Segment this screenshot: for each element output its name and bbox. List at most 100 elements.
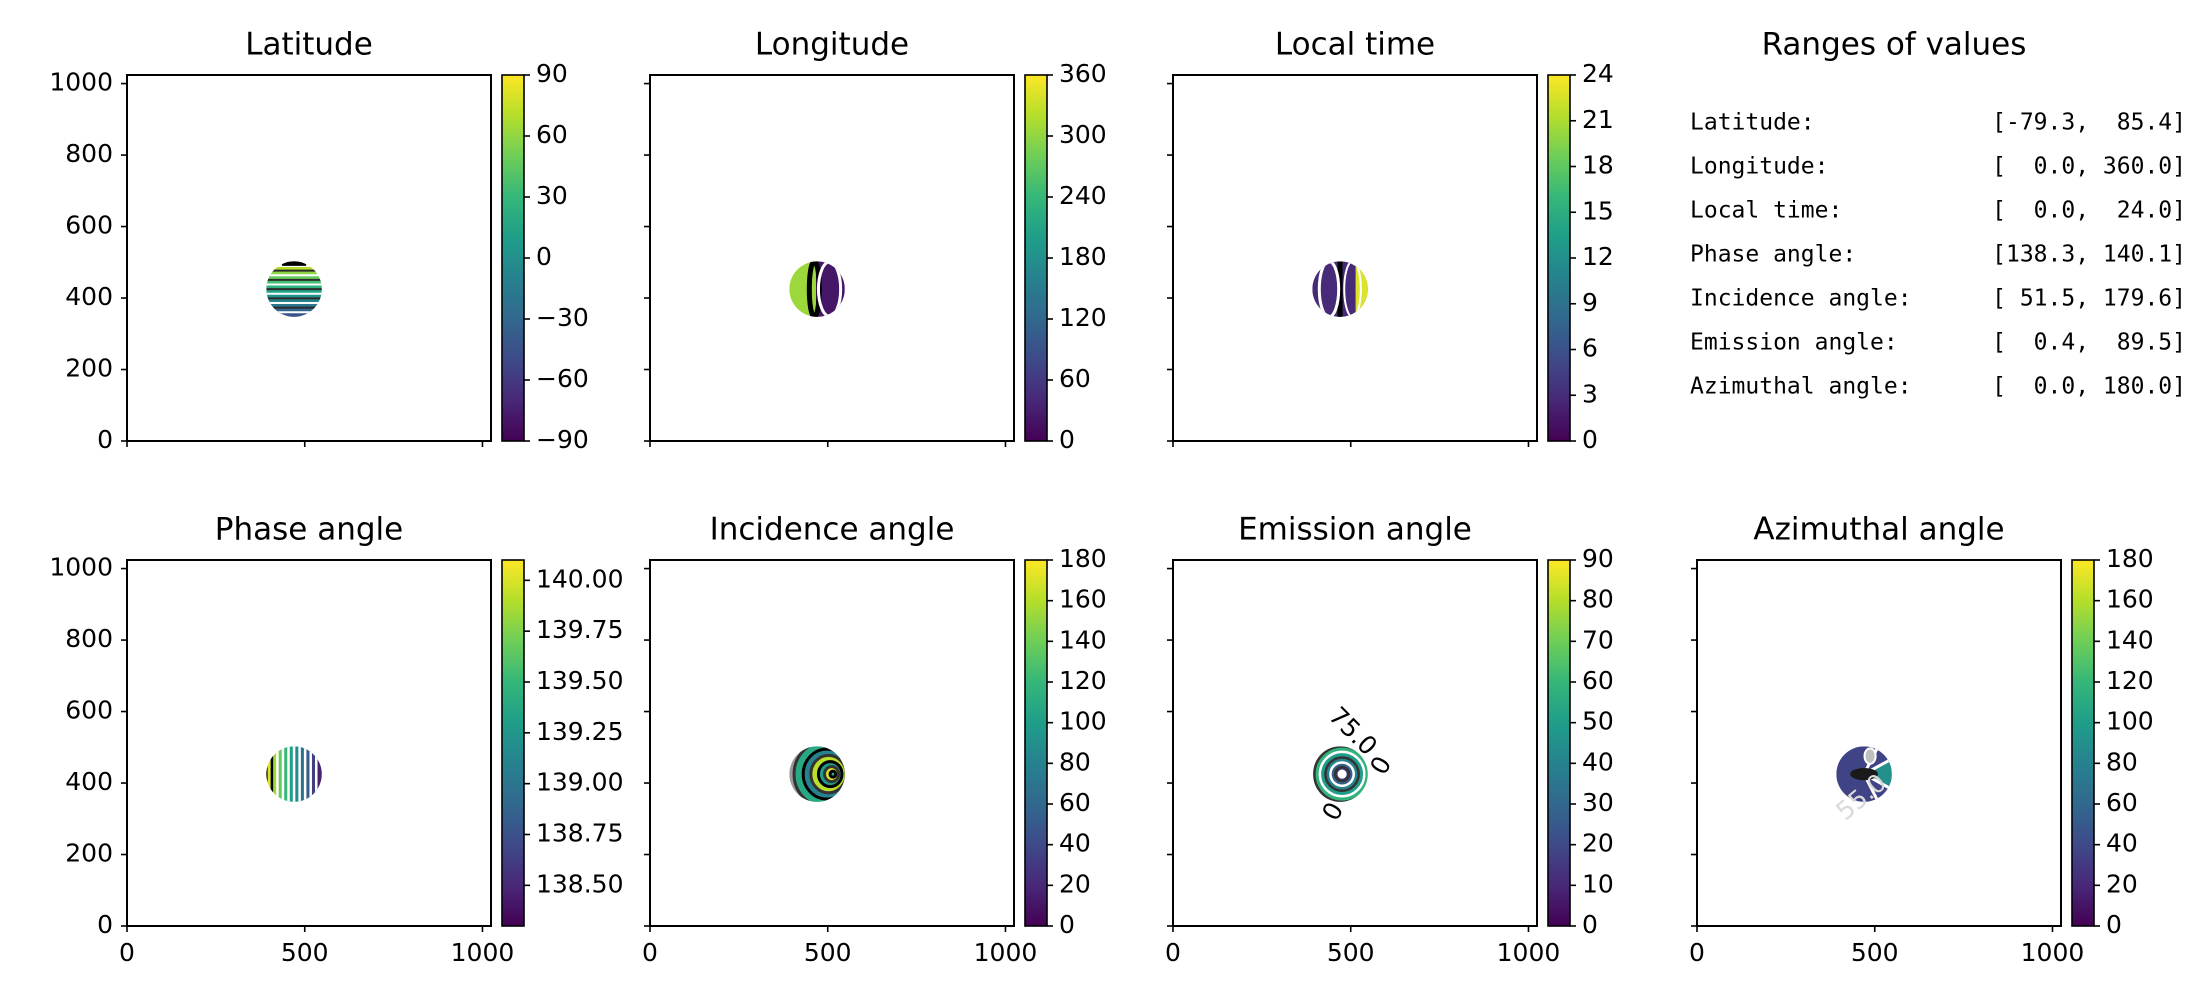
phase-stripe (277, 746, 284, 802)
phase-stripe (282, 746, 290, 802)
y-tick-label: 400 (65, 767, 113, 796)
subplot-title: Phase angle (215, 512, 403, 548)
planet-disk (1312, 261, 1368, 317)
colorbar-tick-label: 18 (1582, 151, 1614, 180)
colorbar-tick-label: 120 (1059, 666, 1107, 695)
x-tick-label: 500 (804, 938, 852, 967)
colorbar-tick-label: 300 (1059, 120, 1107, 149)
colorbar-tick-label: 60 (1059, 364, 1091, 393)
range-value: [ 0.0, 24.0] (1992, 198, 2186, 224)
colorbar-tick-label: 80 (2106, 747, 2138, 776)
range-label: Emission angle: (1690, 330, 1898, 356)
subplot-phase-angle: Phase angle 0 200 400 600 800 1000 0 500 1000 138.… (49, 512, 623, 968)
latitude-band (266, 312, 322, 317)
colorbar-tick-label: 0 (1059, 910, 1075, 939)
y-tick-label: 1000 (49, 553, 113, 582)
axes-frame (649, 74, 1015, 442)
planet-disk (789, 746, 845, 802)
emission-center (1338, 770, 1347, 779)
colorbar-tick-label: 20 (1582, 829, 1614, 858)
y-tick-label: 1000 (49, 68, 113, 97)
colorbar-gradient (502, 560, 524, 926)
colorbar-tick-label: 180 (2106, 544, 2154, 573)
axes-frame (1696, 559, 2062, 927)
colorbar-tick-label: 140 (2106, 625, 2154, 654)
planet-disk (266, 261, 322, 317)
y-tick-label: 600 (65, 211, 113, 240)
colorbar-tick-label: 139.00 (536, 768, 623, 797)
colorbar-tick-label: 30 (1582, 788, 1614, 817)
colorbar-tick-label: 0 (1582, 910, 1598, 939)
planet-disk (1313, 746, 1368, 802)
subplot-title: Incidence angle (710, 512, 955, 548)
axes-frame (126, 559, 492, 927)
y-tick-label: 800 (65, 624, 113, 653)
colorbar-frame (1024, 559, 1048, 927)
colorbar-tick-label: 40 (1582, 747, 1614, 776)
colorbar-tick-label: 30 (536, 181, 568, 210)
range-value: [ 0.0, 360.0] (1992, 154, 2186, 180)
ranges-title: Ranges of values (1762, 27, 2027, 63)
phase-stripe (294, 746, 301, 802)
planet-disk (266, 746, 322, 802)
colorbar-gradient (1548, 75, 1570, 441)
latitude-band (266, 302, 322, 309)
y-tick-label: 400 (65, 282, 113, 311)
colorbar-tick-label: 80 (1582, 585, 1614, 614)
colorbar-tick-label: 20 (1059, 869, 1091, 898)
colorbar-tick-label: 139.75 (536, 615, 623, 644)
subplot-local-time: Local time 0 3 6 9 12 15 18 21 24 (1167, 27, 1614, 454)
colorbar-tick-label: 139.50 (536, 666, 623, 695)
colorbar-tick-label: 0 (536, 242, 552, 271)
planet-disk (789, 261, 845, 317)
colorbar-tick-label: 360 (1059, 59, 1107, 88)
range-value: [ 51.5, 179.6] (1992, 286, 2186, 312)
phase-stripe (271, 746, 278, 802)
colorbar-tick-label: 50 (1582, 707, 1614, 736)
colorbar-tick-label: −90 (536, 425, 589, 454)
x-tick-label: 500 (1851, 938, 1899, 967)
colorbar-frame (2071, 559, 2095, 927)
colorbar-gradient (1548, 560, 1570, 926)
colorbar-tick-label: 60 (2106, 788, 2138, 817)
phase-stripe (266, 746, 273, 802)
colorbar-gradient (2072, 560, 2094, 926)
colorbar-tick-label: 90 (536, 59, 568, 88)
colorbar-tick-label: 100 (2106, 707, 2154, 736)
subplot-title: Longitude (755, 27, 909, 63)
range-label: Local time: (1690, 198, 1842, 224)
x-tick-label: 0 (642, 938, 658, 967)
colorbar-frame (1547, 559, 1571, 927)
latitude-band (266, 293, 322, 299)
colorbar-tick-label: 120 (1059, 303, 1107, 332)
y-tick-label: 800 (65, 139, 113, 168)
y-tick-label: 200 (65, 354, 113, 383)
range-label: Azimuthal angle: (1690, 374, 1912, 400)
colorbar-tick-label: 70 (1582, 625, 1614, 654)
x-tick-label: 500 (281, 938, 329, 967)
colorbar-tick-label: 160 (2106, 585, 2154, 614)
x-tick-label: 500 (1327, 938, 1375, 967)
phase-stripe (310, 746, 317, 802)
colorbar-tick-label: 24 (1582, 59, 1614, 88)
colorbar-tick-label: 60 (1582, 666, 1614, 695)
subplot-longitude: Longitude 0 60 120 180 240 300 360 (644, 27, 1107, 454)
x-tick-label: 1000 (451, 938, 515, 967)
subplot-title: Latitude (245, 27, 373, 63)
x-tick-label: 0 (1689, 938, 1705, 967)
range-label: Incidence angle: (1690, 286, 1912, 312)
colorbar-tick-label: 100 (1059, 707, 1107, 736)
latitude-band (266, 265, 322, 272)
contour-label: 0 (1364, 751, 1397, 779)
colorbar-tick-label: −60 (536, 364, 589, 393)
colorbar-tick-label: 20 (2106, 869, 2138, 898)
x-tick-label: 0 (119, 938, 135, 967)
phase-stripe (288, 746, 295, 802)
colorbar-gradient (1025, 75, 1047, 441)
colorbar-tick-label: 60 (1059, 788, 1091, 817)
colorbar-tick-label: 138.75 (536, 819, 623, 848)
contour-line (1317, 261, 1341, 317)
colorbar-tick-label: 180 (1059, 544, 1107, 573)
